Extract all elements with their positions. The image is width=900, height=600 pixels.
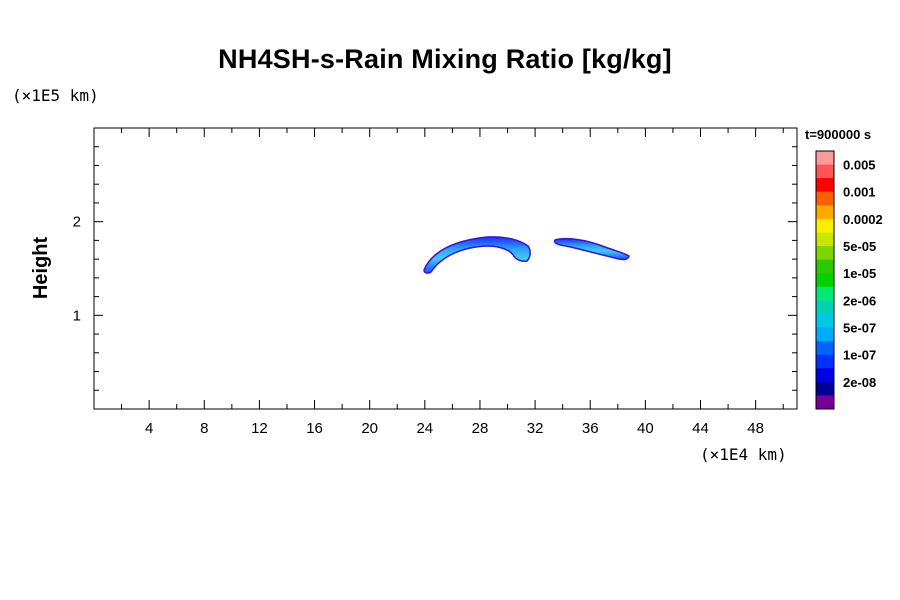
x-tick-label: 28 [472,420,489,437]
colorbar-label: 0.001 [843,185,876,200]
colorbar-swatch [816,232,834,247]
y-tick-label: 2 [73,214,81,231]
colorbar-swatch [816,381,834,396]
colorbar-label: 1e-07 [843,348,876,363]
colorbar-swatch [816,218,834,233]
x-tick-label: 40 [637,420,654,437]
colorbar-label: 5e-05 [843,239,876,254]
colorbar-swatch [816,178,834,193]
colorbar-labels: 0.005 0.001 0.0002 5e-05 1e-05 2e-06 5e-07 1e-0… [843,158,883,390]
y-axis-unit-label: (×1E5 km) [12,86,99,105]
mixing-ratio-field [423,236,630,274]
axis-ticks [94,128,797,409]
colorbar-swatch [816,246,834,261]
x-tick-label: 20 [361,420,378,437]
x-tick-label: 12 [251,420,268,437]
colorbar-label: 0.0002 [843,212,883,227]
colorbar-swatch [816,354,834,369]
y-tick-label: 1 [73,307,81,324]
colorbar-swatch [816,327,834,342]
colorbar-label: 1e-05 [843,266,876,281]
colorbar-swatch [816,191,834,206]
x-axis-unit-label: (×1E4 km) [700,445,787,464]
y-axis-label: Height [30,237,52,300]
colorbar-label: 5e-07 [843,321,876,336]
x-tick-label: 16 [306,420,323,437]
x-tick-label: 24 [416,420,433,437]
colorbar-swatch [816,286,834,301]
colorbar-swatch [816,259,834,274]
y-tick-labels: 12 [73,214,81,325]
x-tick-label: 4 [145,420,153,437]
x-tick-labels: 4 8 12 16 20 24 28 32 36 40 44 48 [145,420,764,437]
x-tick-label: 44 [692,420,709,437]
colorbar-label: 0.005 [843,158,876,173]
colorbar-swatch [816,164,834,179]
colorbar-swatch [816,341,834,356]
x-tick-label: 36 [582,420,599,437]
colorbar-swatch [816,368,834,383]
x-tick-label: 32 [527,420,544,437]
colorbar [815,150,835,410]
colorbar-swatch [816,205,834,220]
colorbar-swatch [816,395,834,410]
time-label: t=900000 s [805,127,871,142]
colorbar-swatch [816,151,834,165]
x-tick-label: 8 [200,420,208,437]
colorbar-swatch [816,313,834,328]
mixing-ratio-arc-west [423,236,531,274]
colorbar-swatch [816,300,834,315]
mixing-ratio-arc-east [553,237,630,261]
chart-title: NH4SH-s-Rain Mixing Ratio [kg/kg] [218,44,672,74]
colorbar-frame [815,150,835,410]
colorbar-swatch [816,273,834,288]
x-tick-label: 48 [747,420,764,437]
colorbar-label: 2e-06 [843,293,876,308]
colorbar-label: 2e-08 [843,375,876,390]
plot-frame [93,127,798,410]
